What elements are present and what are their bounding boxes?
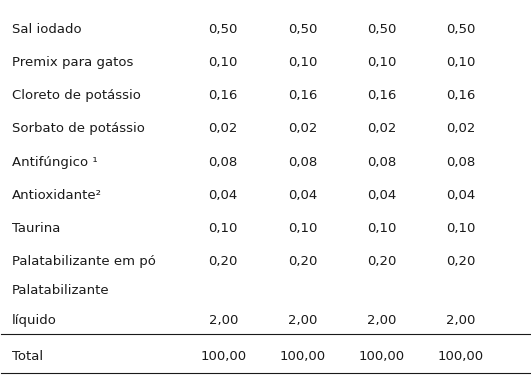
Text: 0,16: 0,16 bbox=[288, 89, 317, 102]
Text: 0,02: 0,02 bbox=[446, 123, 476, 136]
Text: 0,04: 0,04 bbox=[447, 189, 476, 202]
Text: 0,20: 0,20 bbox=[288, 255, 317, 268]
Text: Palatabilizante: Palatabilizante bbox=[12, 285, 109, 298]
Text: 0,10: 0,10 bbox=[209, 56, 238, 69]
Text: Antifúngico ¹: Antifúngico ¹ bbox=[12, 156, 98, 169]
Text: 0,16: 0,16 bbox=[446, 89, 476, 102]
Text: 2,00: 2,00 bbox=[288, 314, 317, 327]
Text: 0,04: 0,04 bbox=[209, 189, 238, 202]
Text: 0,08: 0,08 bbox=[288, 156, 317, 169]
Text: 0,16: 0,16 bbox=[367, 89, 397, 102]
Text: 0,20: 0,20 bbox=[209, 255, 238, 268]
Text: 0,10: 0,10 bbox=[288, 222, 317, 235]
Text: 100,00: 100,00 bbox=[358, 350, 405, 363]
Text: Total: Total bbox=[12, 350, 43, 363]
Text: Sal iodado: Sal iodado bbox=[12, 23, 82, 36]
Text: Antioxidante²: Antioxidante² bbox=[12, 189, 102, 202]
Text: Premix para gatos: Premix para gatos bbox=[12, 56, 133, 69]
Text: Sorbato de potássio: Sorbato de potássio bbox=[12, 123, 145, 136]
Text: 0,04: 0,04 bbox=[367, 189, 396, 202]
Text: 0,10: 0,10 bbox=[209, 222, 238, 235]
Text: 0,50: 0,50 bbox=[367, 23, 397, 36]
Text: 0,50: 0,50 bbox=[446, 23, 476, 36]
Text: 0,02: 0,02 bbox=[288, 123, 317, 136]
Text: líquido: líquido bbox=[12, 314, 57, 327]
Text: 0,50: 0,50 bbox=[288, 23, 317, 36]
Text: 2,00: 2,00 bbox=[446, 314, 476, 327]
Text: 0,10: 0,10 bbox=[367, 56, 397, 69]
Text: 2,00: 2,00 bbox=[209, 314, 238, 327]
Text: 100,00: 100,00 bbox=[438, 350, 484, 363]
Text: 0,08: 0,08 bbox=[447, 156, 476, 169]
Text: 0,02: 0,02 bbox=[367, 123, 397, 136]
Text: 0,50: 0,50 bbox=[209, 23, 238, 36]
Text: 0,10: 0,10 bbox=[446, 56, 476, 69]
Text: Cloreto de potássio: Cloreto de potássio bbox=[12, 89, 141, 102]
Text: 0,10: 0,10 bbox=[446, 222, 476, 235]
Text: 0,10: 0,10 bbox=[367, 222, 397, 235]
Text: Taurina: Taurina bbox=[12, 222, 61, 235]
Text: 100,00: 100,00 bbox=[279, 350, 326, 363]
Text: 2,00: 2,00 bbox=[367, 314, 397, 327]
Text: 0,20: 0,20 bbox=[446, 255, 476, 268]
Text: 0,10: 0,10 bbox=[288, 56, 317, 69]
Text: 0,04: 0,04 bbox=[288, 189, 317, 202]
Text: 0,08: 0,08 bbox=[209, 156, 238, 169]
Text: 0,02: 0,02 bbox=[209, 123, 238, 136]
Text: 100,00: 100,00 bbox=[200, 350, 246, 363]
Text: 0,16: 0,16 bbox=[209, 89, 238, 102]
Text: 0,20: 0,20 bbox=[367, 255, 397, 268]
Text: 0,08: 0,08 bbox=[367, 156, 396, 169]
Text: Palatabilizante em pó: Palatabilizante em pó bbox=[12, 255, 156, 268]
